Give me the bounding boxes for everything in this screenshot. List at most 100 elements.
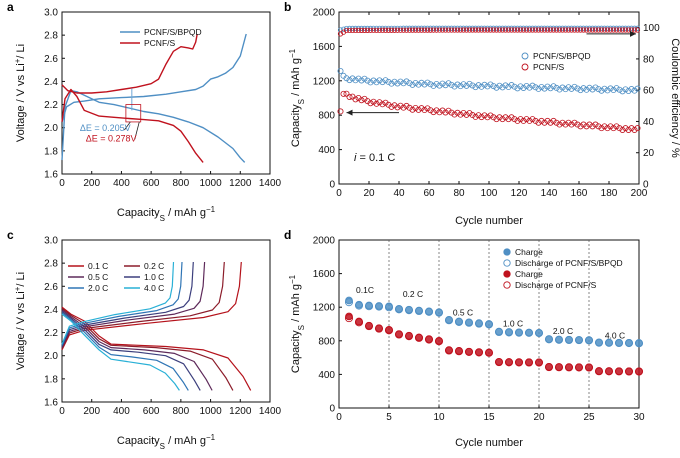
rate-point [634,339,644,348]
capacity-point [403,78,410,85]
capacity-point [619,88,626,95]
legend-label: 0.2 C [144,261,164,271]
capacity-point [514,117,521,124]
capacity-point [547,85,554,92]
capacity-point [586,121,593,128]
ce-point [535,27,542,33]
capacity-point [469,112,476,119]
legend-label: PCNF/S [144,38,176,48]
capacity-point [529,82,536,89]
ce-point [457,27,464,33]
ce-point [538,27,545,33]
y-tick-label: 2000 [313,8,336,19]
ce-point [391,27,398,33]
capacity-point [490,114,497,121]
ce-point [514,27,521,33]
capacity-point [508,82,515,89]
capacity-point [376,99,383,106]
capacity-point [448,81,455,88]
capacity-point [358,77,365,84]
ce-point [466,27,473,33]
rate-point [364,322,374,331]
x-tick-label: 1200 [229,406,252,417]
ce-point [631,27,638,33]
legend-marker [521,52,529,60]
capacity-point [394,104,401,111]
legend-marker [503,281,511,289]
rate-label: 0.1C [356,285,374,295]
capacity-point [589,123,596,130]
capacity-point [526,84,533,91]
capacity-point [607,123,614,130]
y-right-tick-label: 100 [643,23,660,34]
x-tick-label: 200 [83,178,100,189]
capacity-point [559,119,566,126]
capacity-point [394,80,401,87]
capacity-point [475,82,482,89]
legend-label: 0.5 C [88,272,108,282]
rate-point [544,335,554,344]
delta-e-box [125,104,142,123]
capacity-point [355,75,362,82]
ce-point [598,27,605,33]
ce-point [463,27,470,33]
capacity-point [346,77,353,84]
capacity-point [610,125,617,132]
capacity-point [469,82,476,89]
ce-point [418,27,425,33]
capacity-point [610,87,617,94]
rate-label: 1.0 C [503,319,523,329]
right-arrow-head [630,30,636,37]
capacity-point [463,82,470,89]
capacity-point [406,80,413,87]
y-right-tick-label: 20 [643,148,655,159]
capacity-point [439,80,446,87]
rate-point [444,346,454,355]
capacity-point [457,111,464,118]
capacity-point [349,75,356,82]
legend-label: Discharge of PCNF/S/BPQD [515,258,623,268]
ce-point [346,27,353,34]
rate-point [454,347,464,356]
y-tick-label: 1600 [313,269,336,280]
capacity-point [559,84,566,91]
rate-point [534,358,544,367]
ce-point [349,27,356,34]
panel-label: d [284,228,291,242]
y-tick-label: 2.2 [44,100,58,111]
ce-point [397,27,404,33]
ce-point [475,27,482,33]
capacity-point [553,119,560,126]
capacity-point [589,86,596,93]
y-tick-label: 2.0 [44,351,58,362]
ce-point [517,27,524,33]
capacity-point [379,101,386,108]
ce-point [610,27,617,33]
capacity-point [568,85,575,92]
ce-point [421,27,428,33]
capacity-point [397,102,404,109]
ce-point [412,27,419,33]
x-tick-label: 0 [336,188,342,199]
capacity-point [412,79,419,86]
capacity-point [406,104,413,111]
capacity-point [373,100,380,107]
y-tick-label: 2.8 [44,259,58,270]
y-right-tick-label: 0 [643,180,649,191]
x-tick-label: 1000 [199,406,222,417]
capacity-point [448,109,455,116]
capacity-point [526,117,533,124]
rate-point [394,330,404,339]
legend-marker [521,63,529,71]
ce-point [634,27,641,33]
capacity-point [598,125,605,132]
x-tick-label: 60 [423,188,435,199]
rate-point [624,367,634,376]
capacity-point [535,85,542,92]
x-tick-label: 30 [633,412,645,423]
ce-point [400,27,407,33]
rate-point [374,324,384,333]
capacity-point [346,93,353,100]
ce-point [571,27,578,33]
y-tick-label: 1.6 [44,398,58,409]
